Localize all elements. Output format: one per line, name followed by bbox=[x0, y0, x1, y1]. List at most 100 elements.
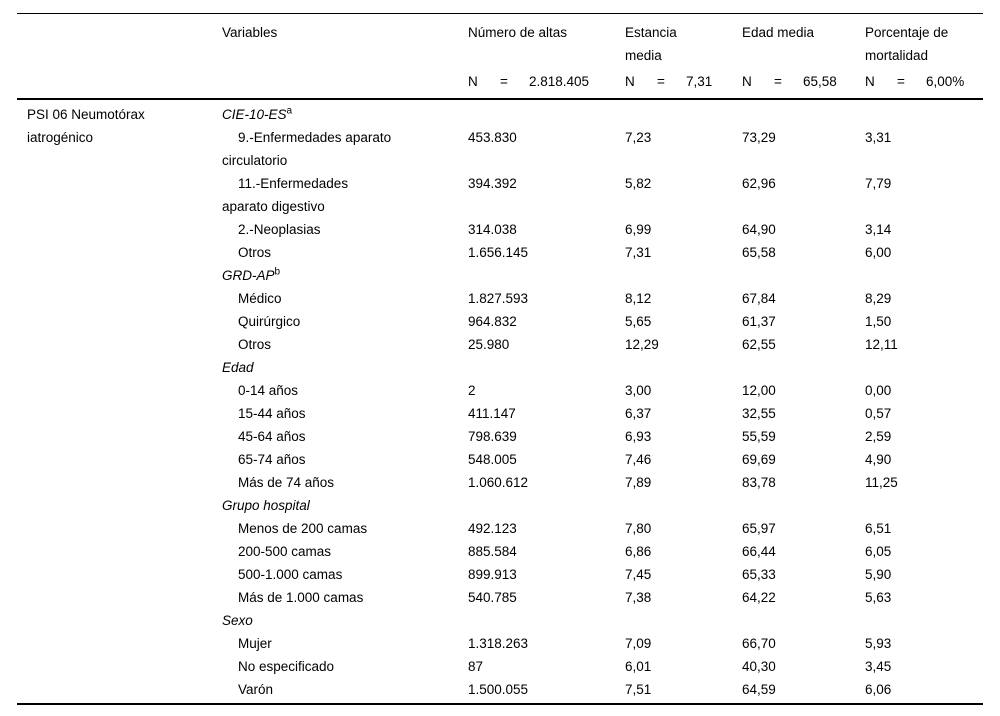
row-label: No especificado bbox=[238, 659, 335, 674]
empty-cell bbox=[468, 494, 625, 517]
table-row: No especificado 87 6,01 40,30 3,45 bbox=[17, 655, 983, 678]
cell-numero-altas: 411.147 bbox=[468, 406, 516, 421]
empty-cell bbox=[742, 609, 865, 632]
row-label: Médico bbox=[238, 291, 282, 306]
n-label: N bbox=[742, 74, 752, 89]
row-label: Varón bbox=[238, 682, 274, 697]
column-header-numero-altas: Número de altas bbox=[468, 14, 625, 68]
cell-edad-media: 64,90 bbox=[742, 222, 776, 237]
empty-cell bbox=[742, 99, 865, 126]
section-header-cell: Edad bbox=[222, 356, 468, 379]
column-header-porcentaje-mortalidad: Porcentaje de mortalidad bbox=[865, 14, 983, 68]
total-porcentaje-mortalidad: N = 6,00% bbox=[865, 67, 983, 100]
table-row: 200-500 camas 885.584 6,86 66,44 6,05 bbox=[17, 540, 983, 563]
cell-estancia-media: 7,80 bbox=[625, 521, 652, 536]
cell-numero-altas: 899.913 bbox=[468, 567, 517, 582]
cell-porcentaje-mortalidad: 3,14 bbox=[865, 222, 892, 237]
cell-edad-media: 62,55 bbox=[742, 337, 776, 352]
cell-edad-media: 65,33 bbox=[742, 567, 776, 582]
table-row: Más de 1.000 camas 540.785 7,38 64,22 5,… bbox=[17, 586, 983, 609]
cell-porcentaje-mortalidad: 11,25 bbox=[865, 475, 898, 490]
column-header-label: Estancia media bbox=[625, 25, 677, 63]
section-header-row: GRD-APb bbox=[17, 264, 983, 287]
table-row: 11.-Enfermedades aparato digestivo 394.3… bbox=[17, 172, 983, 218]
cell-edad-media: 65,97 bbox=[742, 521, 776, 536]
cell-edad-media: 64,59 bbox=[742, 682, 776, 697]
section-header-cell: GRD-APb bbox=[222, 264, 468, 287]
section-header-row: Grupo hospital bbox=[17, 494, 983, 517]
column-header-variables: Variables bbox=[222, 14, 468, 68]
footnote-marker: b bbox=[274, 266, 281, 278]
cell-porcentaje-mortalidad: 6,51 bbox=[865, 521, 892, 536]
n-label: N bbox=[625, 74, 635, 89]
empty-cell bbox=[865, 99, 983, 126]
cell-porcentaje-mortalidad: 0,00 bbox=[865, 383, 892, 398]
table-row: 500-1.000 camas 899.913 7,45 65,33 5,90 bbox=[17, 563, 983, 586]
cell-porcentaje-mortalidad: 5,63 bbox=[865, 590, 892, 605]
cell-numero-altas: 1.827.593 bbox=[468, 291, 529, 306]
table-body: PSI 06 Neumotórax iatrogénico CIE-10-ESa … bbox=[17, 99, 983, 704]
cell-estancia-media: 7,45 bbox=[625, 567, 652, 582]
cell-numero-altas: 1.060.612 bbox=[468, 475, 529, 490]
row-label: Mujer bbox=[238, 636, 272, 651]
row-label: Otros bbox=[238, 337, 272, 352]
cell-estancia-media: 3,00 bbox=[625, 383, 652, 398]
table-row: 65-74 años 548.005 7,46 69,69 4,90 bbox=[17, 448, 983, 471]
cell-porcentaje-mortalidad: 4,90 bbox=[865, 452, 892, 467]
empty-cell bbox=[468, 99, 625, 126]
row-label: 200-500 camas bbox=[238, 544, 332, 559]
column-header-label: Edad media bbox=[742, 25, 815, 40]
row-label: Quirúrgico bbox=[238, 314, 301, 329]
cell-porcentaje-mortalidad: 7,79 bbox=[865, 176, 892, 191]
empty-cell bbox=[865, 264, 983, 287]
row-label: 11.-Enfermedades aparato digestivo bbox=[222, 176, 349, 214]
cell-porcentaje-mortalidad: 8,29 bbox=[865, 291, 892, 306]
table-row: Más de 74 años 1.060.612 7,89 83,78 11,2… bbox=[17, 471, 983, 494]
cell-estancia-media: 12,29 bbox=[625, 337, 659, 352]
cell-porcentaje-mortalidad: 6,06 bbox=[865, 682, 892, 697]
section-header-cell: Sexo bbox=[222, 609, 468, 632]
empty-cell bbox=[625, 356, 742, 379]
column-header-edad-media: Edad media bbox=[742, 14, 865, 68]
column-header-label: Número de altas bbox=[468, 25, 568, 40]
section-header-label: CIE-10-ES bbox=[222, 107, 287, 122]
cell-porcentaje-mortalidad: 6,00 bbox=[865, 245, 892, 260]
n-label: N bbox=[468, 74, 478, 89]
cell-estancia-media: 6,86 bbox=[625, 544, 652, 559]
section-header-label: Grupo hospital bbox=[222, 498, 310, 513]
column-header-estancia-media: Estancia media bbox=[625, 14, 742, 68]
row-label: 500-1.000 camas bbox=[238, 567, 343, 582]
cell-porcentaje-mortalidad: 5,90 bbox=[865, 567, 892, 582]
equals-sign: = bbox=[774, 74, 782, 89]
empty-cell bbox=[468, 609, 625, 632]
cell-estancia-media: 6,37 bbox=[625, 406, 652, 421]
cell-estancia-media: 6,93 bbox=[625, 429, 652, 444]
empty-cell bbox=[625, 609, 742, 632]
cell-numero-altas: 394.392 bbox=[468, 176, 517, 191]
totals-row: N = 2.818.405 N = 7,31 N = 65,58 N = 6,00% bbox=[17, 67, 983, 100]
cell-edad-media: 69,69 bbox=[742, 452, 776, 467]
cell-edad-media: 62,96 bbox=[742, 176, 776, 191]
section-header-cell: Grupo hospital bbox=[222, 494, 468, 517]
cell-edad-media: 66,70 bbox=[742, 636, 776, 651]
table-row: Varón 1.500.055 7,51 64,59 6,06 bbox=[17, 678, 983, 704]
cell-numero-altas: 964.832 bbox=[468, 314, 517, 329]
empty-cell bbox=[625, 264, 742, 287]
empty-cell bbox=[865, 494, 983, 517]
total-value: 2.818.405 bbox=[529, 74, 590, 89]
empty-cell bbox=[865, 609, 983, 632]
cell-porcentaje-mortalidad: 0,57 bbox=[865, 406, 892, 421]
cell-edad-media: 73,29 bbox=[742, 130, 776, 145]
cell-porcentaje-mortalidad: 6,05 bbox=[865, 544, 892, 559]
cell-numero-altas: 25.980 bbox=[468, 337, 510, 352]
empty-cell bbox=[468, 264, 625, 287]
cell-estancia-media: 7,09 bbox=[625, 636, 652, 651]
cell-edad-media: 12,00 bbox=[742, 383, 776, 398]
row-label: 2.-Neoplasias bbox=[238, 222, 321, 237]
table-row: Quirúrgico 964.832 5,65 61,37 1,50 bbox=[17, 310, 983, 333]
cell-estancia-media: 7,46 bbox=[625, 452, 652, 467]
cell-edad-media: 64,22 bbox=[742, 590, 776, 605]
cell-numero-altas: 492.123 bbox=[468, 521, 517, 536]
cell-edad-media: 83,78 bbox=[742, 475, 776, 490]
